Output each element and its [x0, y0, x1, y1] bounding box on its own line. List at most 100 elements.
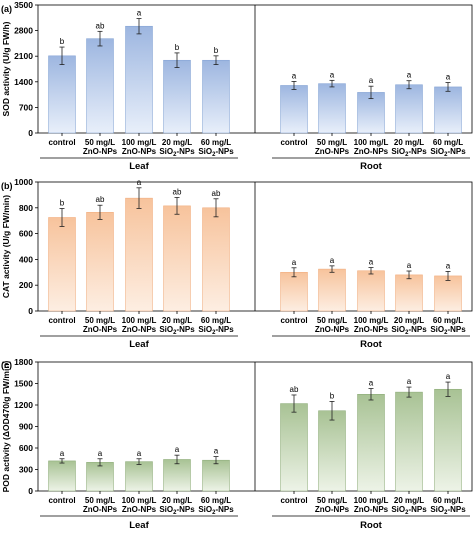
significance-letter: ab — [290, 385, 299, 394]
y-tick-label: 200 — [19, 280, 33, 290]
x-tick-label-line2: ZnO-NPs — [354, 505, 389, 514]
x-tick-text: ZnO-NPs — [83, 325, 118, 334]
x-tick-text: ZnO-NPs — [354, 325, 389, 334]
x-tick-label: control — [48, 138, 75, 147]
bar — [357, 92, 385, 134]
x-tick-label-line2: ZnO-NPs — [122, 325, 157, 334]
y-tick-label: 0 — [28, 306, 33, 316]
x-tick-text: ZnO-NPs — [354, 505, 389, 514]
chart-panel-3: (c)POD activity (ΔOD470/g FW/min) 0 300 600… — [1, 357, 473, 531]
bar — [434, 388, 462, 492]
y-tick-label: 1500 — [14, 379, 33, 389]
significance-letter: a — [369, 258, 374, 267]
x-tick-label: 50 mg/L — [85, 138, 115, 147]
x-tick-label: control — [280, 316, 307, 325]
x-tick-label-line2: SiO2-NPs — [159, 147, 195, 158]
x-tick-label: 60 mg/L — [201, 496, 231, 505]
x-tick-subscript: 2 — [444, 510, 448, 516]
significance-letter: a — [407, 261, 412, 270]
significance-letter: a — [369, 379, 374, 388]
significance-letter: a — [369, 76, 374, 85]
group-label: Leaf — [129, 161, 149, 172]
x-tick-label: 20 mg/L — [162, 496, 192, 505]
x-tick-text: -NPs — [408, 325, 427, 334]
x-tick-text: SiO — [198, 325, 212, 334]
y-tick-label: 600 — [19, 443, 33, 453]
bar — [395, 274, 423, 312]
x-tick-label: 50 mg/L — [317, 496, 347, 505]
bar — [163, 205, 191, 312]
bar — [202, 459, 230, 492]
group-label: Root — [360, 161, 382, 172]
y-tick-label: 700 — [19, 102, 33, 112]
x-tick-text: SiO — [391, 505, 405, 514]
x-tick-label: control — [48, 316, 75, 325]
bar — [86, 462, 114, 492]
x-tick-text: SiO — [159, 147, 173, 156]
x-tick-text: -NPs — [176, 505, 195, 514]
significance-letter: a — [446, 73, 451, 82]
x-tick-label-line2: SiO2-NPs — [159, 325, 195, 336]
x-tick-label-line2: SiO2-NPs — [198, 147, 234, 158]
bar — [48, 460, 76, 492]
x-tick-text: SiO — [430, 325, 444, 334]
x-tick-subscript: 2 — [405, 330, 409, 336]
significance-letter: a — [407, 377, 412, 386]
x-tick-label: control — [280, 496, 307, 505]
x-tick-text: ZnO-NPs — [83, 505, 118, 514]
bar — [318, 268, 346, 312]
x-tick-text: ZnO-NPs — [122, 505, 157, 514]
bar — [202, 207, 230, 312]
bar — [86, 212, 114, 312]
y-tick-label: 2100 — [14, 51, 33, 61]
significance-letter: b — [214, 46, 219, 55]
x-tick-label: 100 mg/L — [122, 316, 157, 325]
significance-letter: a — [175, 445, 180, 454]
x-tick-subscript: 2 — [173, 330, 177, 336]
panel-label: (b) — [1, 181, 13, 191]
x-tick-subscript: 2 — [212, 152, 216, 158]
x-tick-text: -NPs — [408, 505, 427, 514]
x-tick-label: control — [48, 496, 75, 505]
x-tick-subscript: 2 — [405, 510, 409, 516]
x-tick-text: -NPs — [176, 325, 195, 334]
bar — [318, 83, 346, 134]
x-tick-text: SiO — [430, 147, 444, 156]
x-tick-label: 50 mg/L — [85, 496, 115, 505]
bar — [434, 275, 462, 312]
y-tick-label: 400 — [19, 254, 33, 264]
x-tick-label: 100 mg/L — [354, 138, 389, 147]
x-tick-label: 100 mg/L — [122, 496, 157, 505]
x-tick-text: ZnO-NPs — [83, 147, 118, 156]
x-tick-label: 60 mg/L — [433, 496, 463, 505]
bar — [280, 85, 308, 134]
x-tick-label-line2: SiO2-NPs — [391, 325, 427, 336]
x-tick-label-line2: ZnO-NPs — [315, 147, 350, 156]
x-tick-text: ZnO-NPs — [315, 325, 350, 334]
x-tick-label: 20 mg/L — [394, 496, 424, 505]
group-label: Root — [360, 339, 382, 350]
x-tick-subscript: 2 — [405, 152, 409, 158]
bar — [434, 86, 462, 134]
y-tick-label: 800 — [19, 203, 33, 213]
y-tick-label: 1800 — [14, 357, 33, 367]
x-tick-label: 60 mg/L — [433, 316, 463, 325]
significance-letter: a — [137, 9, 142, 18]
bar — [125, 25, 153, 134]
x-tick-text: -NPs — [447, 505, 466, 514]
x-tick-label: 50 mg/L — [85, 316, 115, 325]
x-tick-text: ZnO-NPs — [122, 325, 157, 334]
x-tick-label: 50 mg/L — [317, 316, 347, 325]
significance-letter: ab — [96, 195, 105, 204]
x-tick-label-line2: ZnO-NPs — [354, 325, 389, 334]
significance-letter: ab — [212, 189, 221, 198]
x-tick-label: 60 mg/L — [201, 138, 231, 147]
group-label: Leaf — [129, 339, 149, 350]
x-tick-text: SiO — [159, 325, 173, 334]
x-tick-text: -NPs — [447, 325, 466, 334]
x-tick-label-line2: ZnO-NPs — [315, 325, 350, 334]
x-tick-subscript: 2 — [212, 330, 216, 336]
bar — [202, 59, 230, 134]
group-label: Leaf — [129, 520, 149, 531]
